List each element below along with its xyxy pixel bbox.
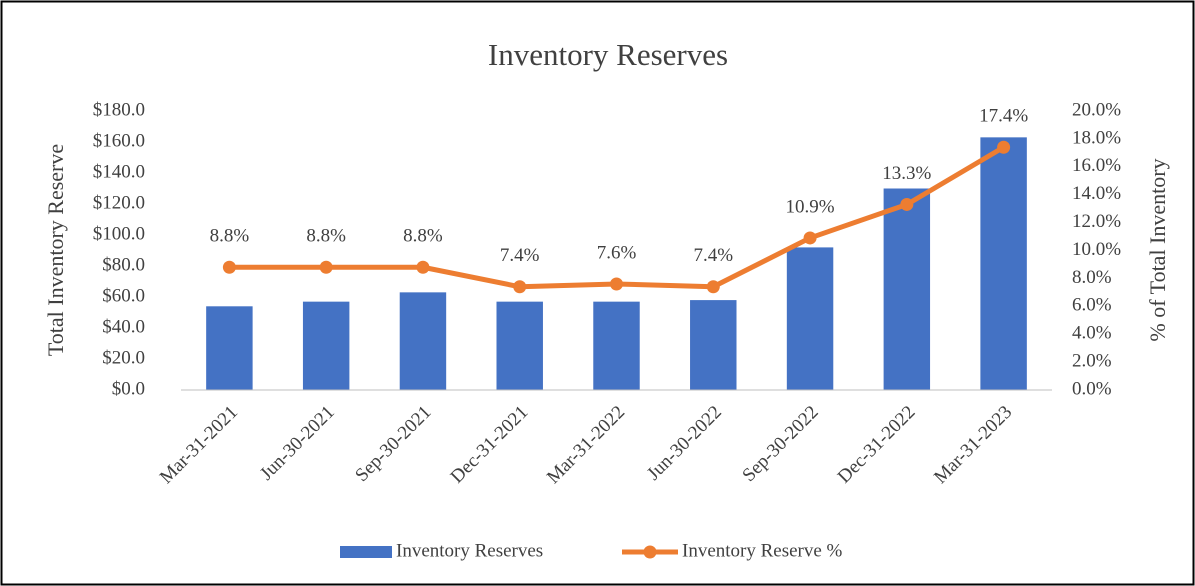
y-tick-label: $140.0 <box>93 161 145 182</box>
data-label: 10.9% <box>786 196 835 217</box>
bar <box>883 188 931 390</box>
bar <box>496 301 543 390</box>
y2-tick-label: 12.0% <box>1072 211 1121 232</box>
y-tick-label: $40.0 <box>102 316 145 337</box>
y2-axis-title: % of Total Inventory <box>1145 158 1170 341</box>
line-marker <box>997 140 1011 154</box>
bar <box>302 301 350 390</box>
y-tick-label: $60.0 <box>102 285 145 306</box>
y2-tick-label: 16.0% <box>1072 155 1121 176</box>
y2-tick-label: 10.0% <box>1072 239 1121 260</box>
y2-tick-label: 20.0% <box>1072 99 1121 120</box>
bar <box>593 301 640 390</box>
line-marker <box>803 231 817 245</box>
bar <box>206 306 253 390</box>
line-marker <box>900 197 914 211</box>
legend-swatch <box>340 546 392 558</box>
data-label: 8.8% <box>210 226 250 247</box>
line-marker <box>222 260 236 274</box>
y2-tick-label: 4.0% <box>1072 323 1112 344</box>
bar <box>690 300 737 390</box>
line-marker <box>706 280 720 294</box>
data-label: 7.4% <box>500 245 540 266</box>
data-label: 7.6% <box>597 242 637 263</box>
legend-label: Inventory Reserves <box>396 540 543 561</box>
y-tick-label: $180.0 <box>93 99 145 120</box>
line-marker <box>319 260 333 274</box>
y2-tick-label: 14.0% <box>1072 183 1121 204</box>
y-tick-label: $80.0 <box>102 254 145 275</box>
legend-marker <box>643 545 657 559</box>
y-tick-label: $0.0 <box>112 378 145 399</box>
y2-tick-label: 6.0% <box>1072 295 1112 316</box>
data-label: 8.8% <box>306 226 346 247</box>
y2-tick-label: 8.0% <box>1072 267 1112 288</box>
y2-tick-label: 18.0% <box>1072 127 1121 148</box>
bar <box>786 247 834 390</box>
y2-tick-label: 2.0% <box>1072 350 1112 371</box>
line-marker <box>610 277 623 291</box>
y-tick-label: $120.0 <box>93 192 145 213</box>
bar <box>980 137 1027 390</box>
data-label: 7.4% <box>693 245 733 266</box>
line-marker <box>416 260 430 274</box>
bar <box>399 292 447 390</box>
y-tick-label: $160.0 <box>93 130 145 151</box>
y2-tick-label: 0.0% <box>1072 378 1112 399</box>
data-label: 8.8% <box>403 226 443 247</box>
data-label: 17.4% <box>979 106 1028 127</box>
y-tick-label: $100.0 <box>93 223 145 244</box>
data-label: 13.3% <box>882 163 931 184</box>
chart-title: Inventory Reserves <box>488 37 728 72</box>
line-marker <box>513 280 527 294</box>
y-axis-title: Total Inventory Reserve <box>43 144 68 356</box>
y-tick-label: $20.0 <box>102 347 145 368</box>
legend-label: Inventory Reserve % <box>682 540 843 561</box>
